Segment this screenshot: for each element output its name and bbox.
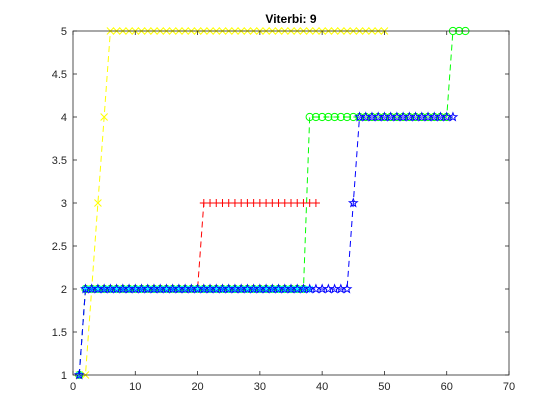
series-4-point [293, 285, 302, 293]
series-4-point [174, 285, 183, 293]
series-2-point [305, 112, 314, 122]
series-4-point [81, 285, 90, 293]
series-4-point [274, 285, 283, 293]
x-tick-label: 70 [503, 381, 515, 393]
series-4-point [131, 285, 140, 293]
series-4-point [193, 285, 202, 293]
series-4-point [143, 285, 152, 293]
y-tick-label: 3 [61, 198, 67, 210]
series-1-point [94, 199, 102, 207]
y-tick-label: 2 [61, 284, 67, 296]
series-4-point [112, 285, 121, 293]
series-4-point [243, 285, 252, 293]
series-2-point [342, 112, 352, 122]
series-5-point [341, 283, 353, 294]
y-tick-label: 5 [61, 26, 67, 38]
x-tick-label: 50 [378, 381, 390, 393]
x-tick-label: 20 [191, 381, 203, 393]
series-5-line [78, 116, 453, 376]
series-4-point [125, 285, 134, 293]
series-2-point [318, 112, 327, 122]
series-4-point [262, 285, 271, 293]
y-tick-label: 4 [61, 112, 67, 124]
series-5-point [347, 197, 359, 208]
series-2-point [336, 112, 345, 122]
x-tick-label: 40 [316, 381, 328, 393]
series-4-point [212, 285, 221, 293]
x-tick-label: 0 [70, 381, 76, 393]
y-tick-label: 1 [61, 370, 67, 382]
series-2-point [311, 112, 321, 122]
series-5-point [73, 369, 85, 380]
x-tick-label: 10 [129, 381, 141, 393]
x-tick-label: 30 [254, 381, 266, 393]
chart-title: Viterbi: 9 [265, 12, 316, 26]
series-4-point [162, 285, 171, 293]
series-1-point [100, 113, 108, 121]
series-4-point [224, 285, 233, 293]
series-3-point [311, 199, 320, 207]
x-tick-label: 60 [441, 381, 453, 393]
series-5-point [447, 111, 459, 122]
series-layer [73, 26, 470, 380]
y-tick-label: 4.5 [52, 69, 67, 81]
series-2-point [330, 112, 339, 122]
y-tick-label: 1.5 [52, 327, 67, 339]
series-4-point [93, 285, 102, 293]
series-5 [73, 111, 459, 380]
series-2-point [324, 112, 333, 122]
y-tick-label: 3.5 [52, 155, 67, 167]
axes-layer: 0 10 20 30 40 50 60 70 1 1.5 2 2.5 3 3.5 4 4.5 5 [52, 26, 515, 393]
y-tick-label: 2.5 [52, 241, 67, 253]
